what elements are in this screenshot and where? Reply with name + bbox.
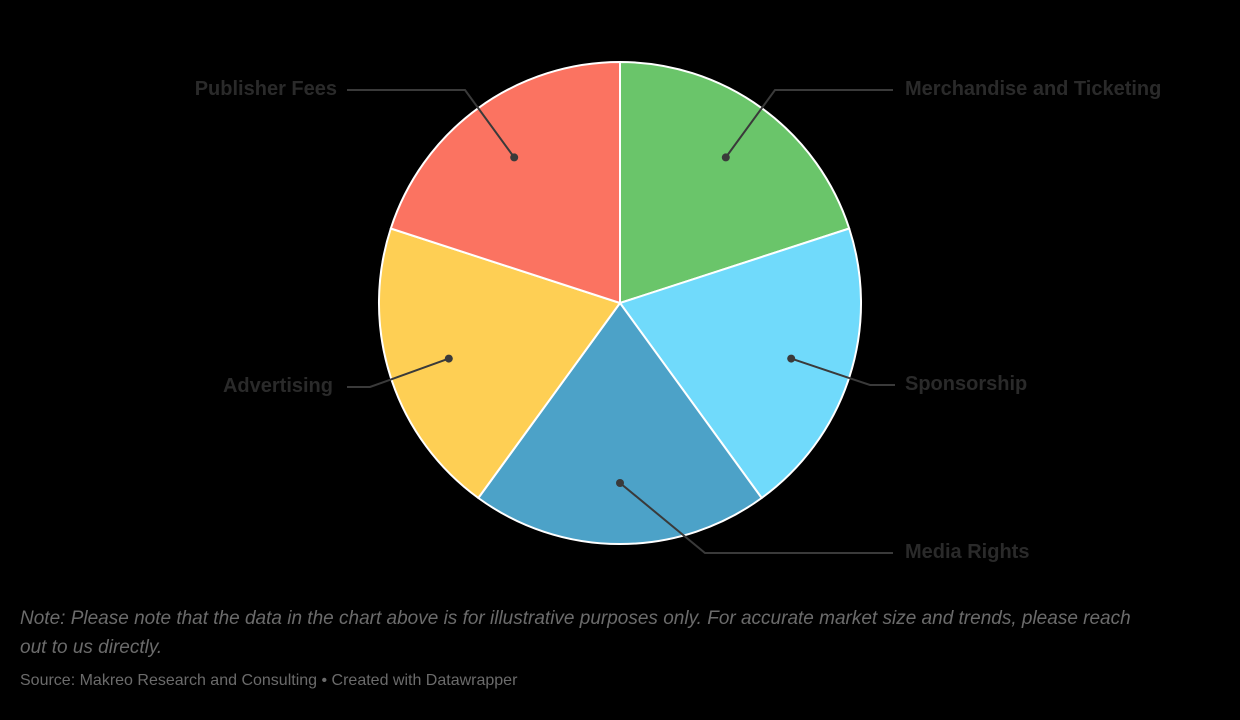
callout-dot xyxy=(510,153,519,162)
pie-slice-media-rights xyxy=(477,302,763,546)
pie-slice-advertising xyxy=(377,227,621,499)
callout-line xyxy=(347,357,450,388)
chart-note: Note: Please note that the data in the c… xyxy=(20,608,1131,659)
slice-label-publisher-fees: Publisher Fees xyxy=(194,78,337,100)
callout-dot xyxy=(787,354,796,363)
callout-line xyxy=(347,89,516,158)
slice-label-advertising: Advertising xyxy=(222,375,333,397)
slice-label-merchandise-and-ticketing: Merchandise and Ticketing xyxy=(905,78,1162,100)
callout-dot xyxy=(616,479,624,487)
callout-line xyxy=(790,357,895,386)
chart-source: Source: Makreo Research and Consulting •… xyxy=(20,672,518,689)
callout-line xyxy=(724,89,893,158)
callout-dot xyxy=(721,153,730,162)
callout-dot xyxy=(444,354,453,363)
slice-label-media-rights: Media Rights xyxy=(905,541,1030,563)
callout-line xyxy=(619,482,893,554)
slice-label-sponsorship: Sponsorship xyxy=(905,373,1028,395)
